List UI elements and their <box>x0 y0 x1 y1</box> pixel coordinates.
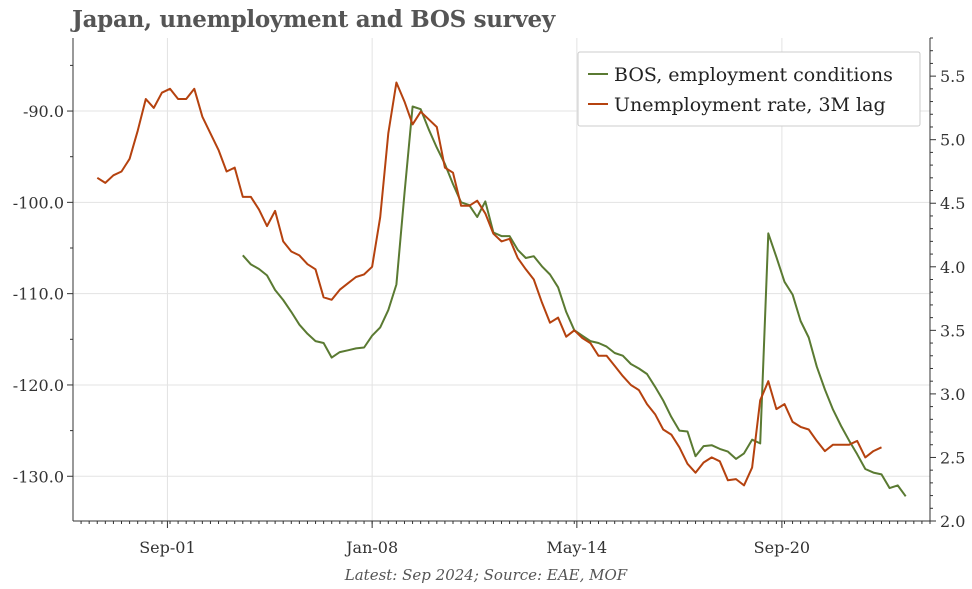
legend-box <box>577 51 921 127</box>
left-tick-label: -130.0 <box>13 467 64 486</box>
right-tick-label: 4.5 <box>940 194 965 213</box>
x-tick-label: May-14 <box>546 538 607 557</box>
right-tick-label: 2.0 <box>940 512 965 531</box>
series-lines <box>96 81 907 497</box>
left-tick-label: -120.0 <box>13 376 64 395</box>
legend-label: BOS, employment conditions <box>614 64 893 86</box>
series-line-1 <box>96 81 882 487</box>
right-tick-label: 4.0 <box>940 258 965 277</box>
right-tick-label: 5.5 <box>940 67 965 86</box>
series-line-0 <box>242 105 907 497</box>
x-tick-label: Jan-08 <box>344 538 398 557</box>
axes: -90.0 -100.0 -110.0 -120.0 -130.0 2.0 2.5 3.0 3.… <box>13 37 965 557</box>
right-tick-label: 2.5 <box>940 448 965 467</box>
source-note: Latest: Sep 2024; Source: EAE, MOF <box>344 566 628 584</box>
left-tick-label: -110.0 <box>13 285 64 304</box>
right-tick-label: 3.5 <box>940 321 965 340</box>
x-tick-label: Sep-01 <box>139 538 195 557</box>
legend: BOS, employment conditions Unemployment r… <box>577 51 921 127</box>
chart-title: Japan, unemployment and BOS survey <box>72 6 555 33</box>
right-tick-label: 3.0 <box>940 385 965 404</box>
x-tick-label: Sep-20 <box>754 538 810 557</box>
left-tick-label: -90.0 <box>23 102 64 121</box>
left-tick-label: -100.0 <box>13 193 64 212</box>
right-tick-label: 5.0 <box>940 131 965 150</box>
legend-label: Unemployment rate, 3M lag <box>614 94 886 116</box>
